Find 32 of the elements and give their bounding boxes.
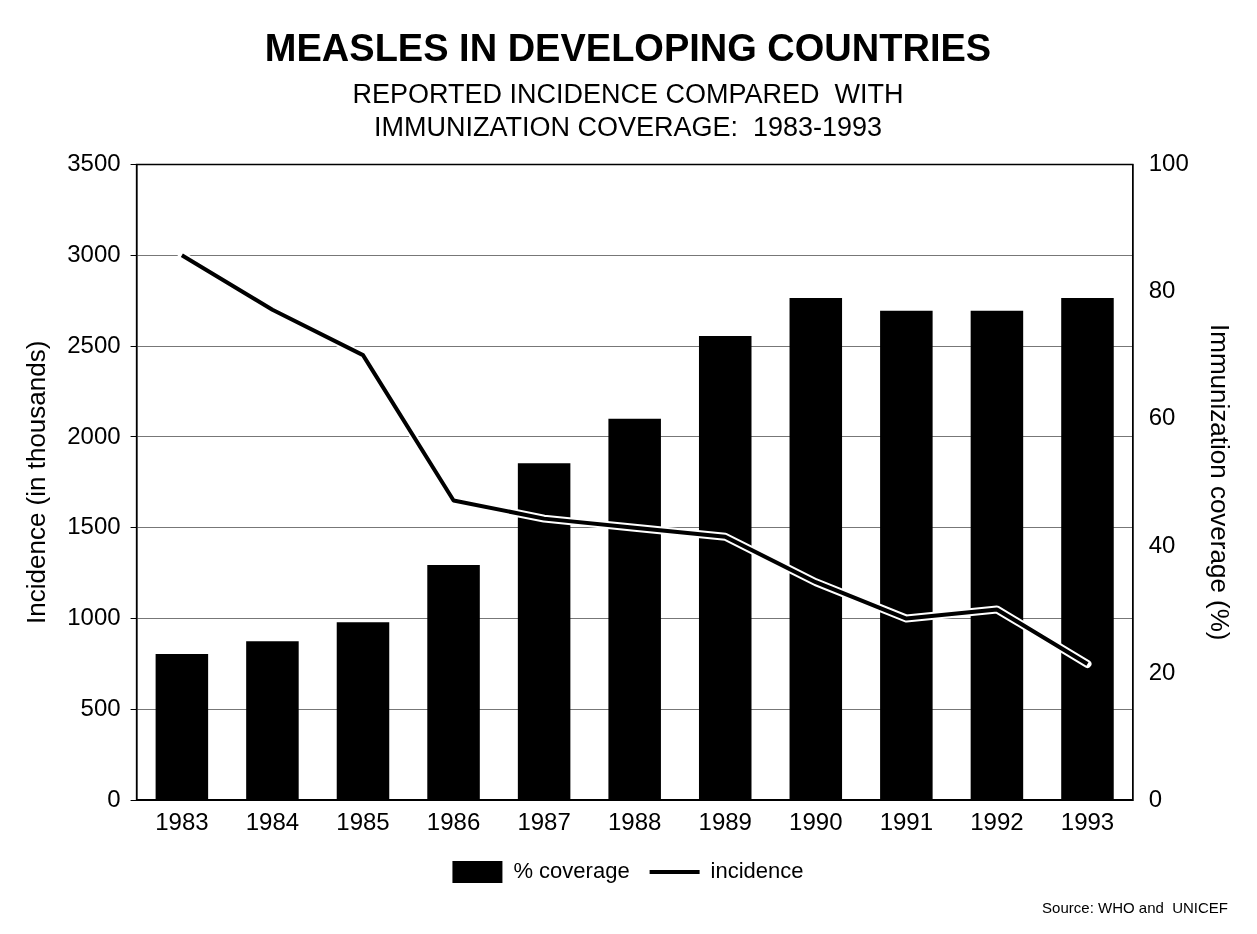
chart-title: MEASLES IN DEVELOPING COUNTRIES bbox=[264, 27, 992, 70]
y2-tick-label: 20 bbox=[1148, 657, 1176, 685]
y-tick-label: 3000 bbox=[67, 239, 121, 267]
x-tick-label: 1990 bbox=[789, 808, 843, 836]
y2-tick-label: 80 bbox=[1148, 276, 1176, 304]
x-tick-label: 1987 bbox=[517, 808, 571, 836]
x-tick-label: 1989 bbox=[698, 808, 752, 836]
y-tick-label: 3500 bbox=[67, 149, 121, 177]
x-tick-label: 1985 bbox=[336, 808, 390, 836]
y-tick-label: 1000 bbox=[67, 603, 121, 631]
y2-tick-label: 60 bbox=[1148, 403, 1176, 431]
y-tick-label: 0 bbox=[107, 784, 121, 812]
x-tick-label: 1992 bbox=[970, 808, 1024, 836]
y-tick-label: 2500 bbox=[67, 330, 121, 358]
x-tick-label: 1988 bbox=[607, 808, 662, 836]
y2-tick-label: 100 bbox=[1148, 149, 1189, 177]
y2-tick-label: 0 bbox=[1148, 784, 1163, 812]
y-tick-label: 2000 bbox=[67, 421, 121, 449]
chart-subtitle: REPORTED INCIDENCE COMPARED WITH IMMUNIZATION COVERAGE: 1983-1993 bbox=[352, 79, 904, 142]
source-note: Source: WHO and UNICEF bbox=[1042, 899, 1228, 917]
x-tick-label: 1986 bbox=[426, 808, 481, 836]
x-tick-label: 1984 bbox=[245, 808, 300, 836]
y-tick-label: 500 bbox=[80, 694, 121, 721]
y2-axis-title: Immunization coverage (%) bbox=[1205, 324, 1236, 641]
x-tick-label: 1983 bbox=[155, 808, 209, 836]
legend-label: % coverage bbox=[513, 858, 630, 884]
y-axis-title: Incidence (in thousands) bbox=[20, 340, 51, 624]
x-tick-label: 1991 bbox=[879, 808, 934, 836]
y2-tick-label: 40 bbox=[1148, 530, 1176, 558]
y-tick-label: 1500 bbox=[67, 512, 121, 540]
x-tick-label: 1993 bbox=[1060, 808, 1115, 836]
legend-label: incidence bbox=[710, 858, 804, 884]
